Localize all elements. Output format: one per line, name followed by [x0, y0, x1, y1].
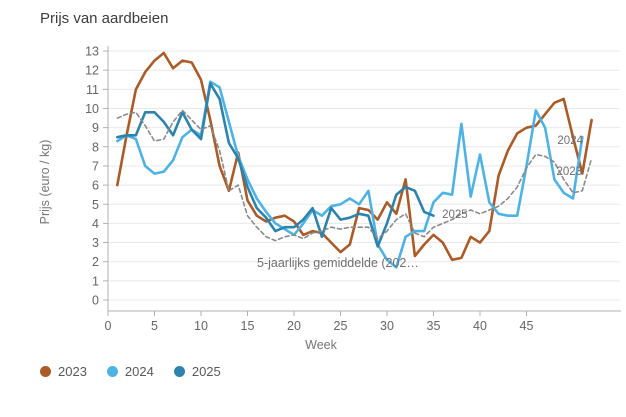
x-tick-label-5: 5: [151, 319, 158, 333]
series-end-label-2023: 2023: [556, 166, 582, 178]
y-tick-label-1: 1: [92, 274, 99, 288]
legend-swatch-2024-icon: [106, 366, 118, 377]
x-tick-label-45: 45: [520, 319, 534, 333]
legend: 2023 2024 2025: [40, 364, 221, 379]
x-tick-label-15: 15: [241, 319, 255, 333]
y-tick-label-3: 3: [92, 236, 99, 250]
legend-label-2023: 2023: [58, 364, 87, 379]
x-tick-label-0: 0: [105, 319, 112, 333]
y-tick-label-7: 7: [92, 159, 99, 173]
y-axis-title: Prijs (euro / kg): [38, 139, 52, 225]
x-tick-label-20: 20: [287, 319, 301, 333]
legend-label-2024: 2024: [124, 364, 154, 379]
x-tick-label-35: 35: [427, 319, 441, 333]
legend-swatch-2025-icon: [173, 366, 185, 377]
y-tick-label-2: 2: [92, 255, 99, 269]
series-line-2023[interactable]: [116, 51, 593, 262]
y-tick-label-4: 4: [92, 217, 99, 231]
legend-label-2025: 2025: [191, 364, 221, 379]
y-tick-label-6: 6: [92, 179, 99, 193]
x-tick-label-30: 30: [380, 319, 394, 333]
series-line-5jaarlijksge[interactable]: [116, 109, 593, 242]
legend-item-2023[interactable]: 2023: [40, 364, 87, 379]
x-axis-title: Week: [305, 338, 337, 352]
y-tick-label-13: 13: [85, 45, 99, 59]
y-tick-label-0: 0: [92, 294, 99, 308]
legend-swatch-2023-icon: [40, 366, 51, 377]
y-tick-label-10: 10: [85, 102, 99, 116]
average-series-annotation: 5-jaarlijks gemiddelde (202…: [257, 256, 419, 270]
series-end-label-2025: 2025: [442, 209, 468, 221]
y-tick-label-8: 8: [92, 140, 99, 154]
x-tick-label-40: 40: [473, 319, 487, 333]
legend-item-2025[interactable]: 2025: [173, 364, 221, 379]
y-tick-label-5: 5: [92, 198, 99, 212]
legend-item-2024[interactable]: 2024: [106, 364, 154, 379]
series-line-2025[interactable]: [116, 82, 435, 248]
chart-title: Prijs van aardbeien: [40, 10, 169, 27]
y-tick-label-11: 11: [86, 83, 99, 97]
series-end-label-2024: 2024: [557, 135, 583, 147]
x-tick-label-25: 25: [334, 319, 348, 333]
y-tick-label-12: 12: [85, 64, 99, 78]
x-tick-label-10: 10: [194, 319, 208, 333]
y-tick-label-9: 9: [92, 121, 99, 135]
